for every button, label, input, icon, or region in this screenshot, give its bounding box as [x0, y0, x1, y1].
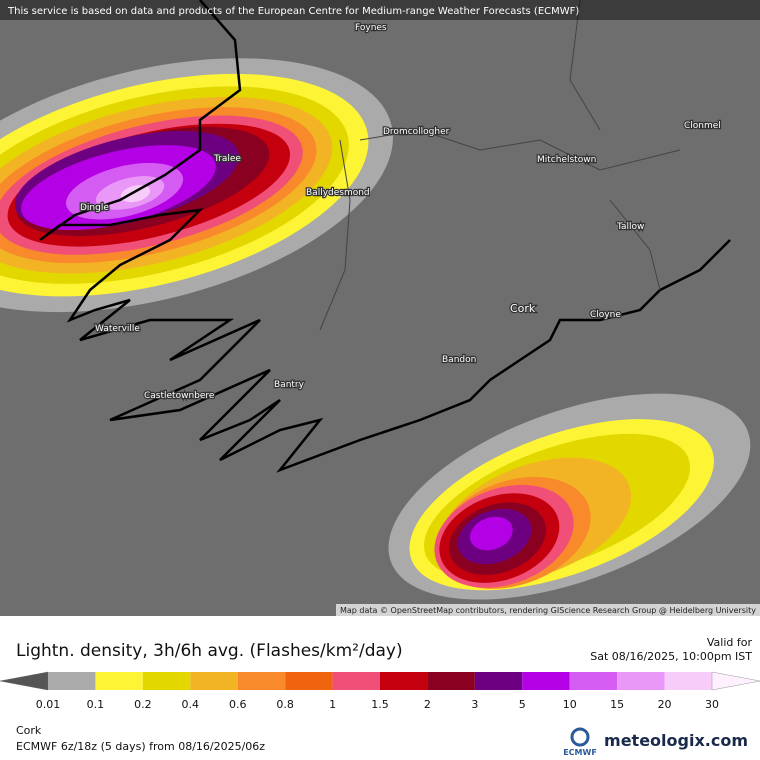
place-label: Tallow [616, 222, 644, 232]
notice: This service is based on data and produc… [7, 6, 579, 17]
colorbar-segment [285, 672, 333, 690]
place-label: Clonmel [684, 121, 721, 131]
places: Foynes Dromcollogher Clonmel Tralee Mitc… [79, 22, 722, 403]
place-label: Castletownbere [144, 391, 215, 401]
borders [319, 0, 681, 331]
place-label: Waterville [95, 324, 140, 334]
colorbar-label: 30 [705, 698, 719, 711]
place-label: Cloyne [590, 310, 621, 320]
colorbar-segment [522, 672, 570, 690]
colorbar-label: 1.5 [371, 698, 389, 711]
attribution: Map data © OpenStreetMap contributors, r… [340, 606, 756, 615]
ecmwf-logo: ECMWF [563, 748, 597, 757]
colorbar-label: 10 [563, 698, 577, 711]
attribution-bar [336, 604, 760, 616]
colorbar-label: 1 [329, 698, 336, 711]
colorbar-label: 3 [471, 698, 478, 711]
colorbar-segment [190, 672, 238, 690]
colorbar-segment [569, 672, 618, 690]
colorbar-segment [664, 672, 712, 690]
place-label: Foynes [355, 23, 387, 33]
colorbar-label: 5 [519, 698, 526, 711]
location: Cork [16, 724, 42, 737]
ecmwf-icon [570, 727, 590, 747]
colorbar-label: 0.4 [182, 698, 200, 711]
model-info: ECMWF 6z/18z (5 days) from 08/16/2025/06… [16, 740, 265, 753]
storm-cell-south [388, 393, 751, 600]
storm-cell-north [0, 58, 393, 313]
colorbar-label: 2 [424, 698, 431, 711]
colorbar-label: 0.2 [134, 698, 152, 711]
colorbar-segment [474, 672, 523, 690]
colorbar-label: 0.6 [229, 698, 247, 711]
colorbar-segment [427, 672, 475, 690]
valid-label: Valid for [707, 636, 753, 649]
place-label: Mitchelstown [537, 155, 596, 165]
valid-time: Sat 08/16/2025, 10:00pm IST [590, 650, 752, 663]
place-label: Dingle [80, 203, 109, 213]
colorbar-label: 15 [610, 698, 624, 711]
legend-title: Lightn. density, 3h/6h avg. (Flashes/km²… [16, 641, 403, 661]
colorbar-label: 0.01 [36, 698, 61, 711]
colorbar-segment [237, 672, 286, 690]
place-label: Dromcollogher [383, 127, 450, 137]
colorbar-segment [142, 672, 191, 690]
colorbar-segment [95, 672, 143, 690]
colorbar-segment [380, 672, 428, 690]
colorbar-segment [332, 672, 380, 690]
colorbar-arrow [0, 671, 49, 691]
place-label: Tralee [213, 154, 241, 164]
colorbar-label: 0.8 [276, 698, 294, 711]
colorbar-arrow [711, 671, 760, 691]
place-label: Ballydesmond [306, 188, 370, 198]
coastline [39, 0, 731, 473]
place-label: Bantry [274, 380, 305, 390]
colorbar-segment [48, 672, 96, 690]
colorbar: 0.01 0.1 0.2 0.4 0.6 0.8 1 1.5 2 3 5 10 15 20 30 [0, 671, 760, 711]
colorbar-segment [617, 672, 665, 690]
colorbar-label: 0.1 [87, 698, 105, 711]
notice-bar [0, 0, 760, 20]
meteologix-logo[interactable]: meteologix.com [604, 731, 748, 750]
colorbar-label: 20 [658, 698, 672, 711]
place-label: Cork [510, 302, 536, 315]
place-label: Bandon [442, 355, 476, 365]
